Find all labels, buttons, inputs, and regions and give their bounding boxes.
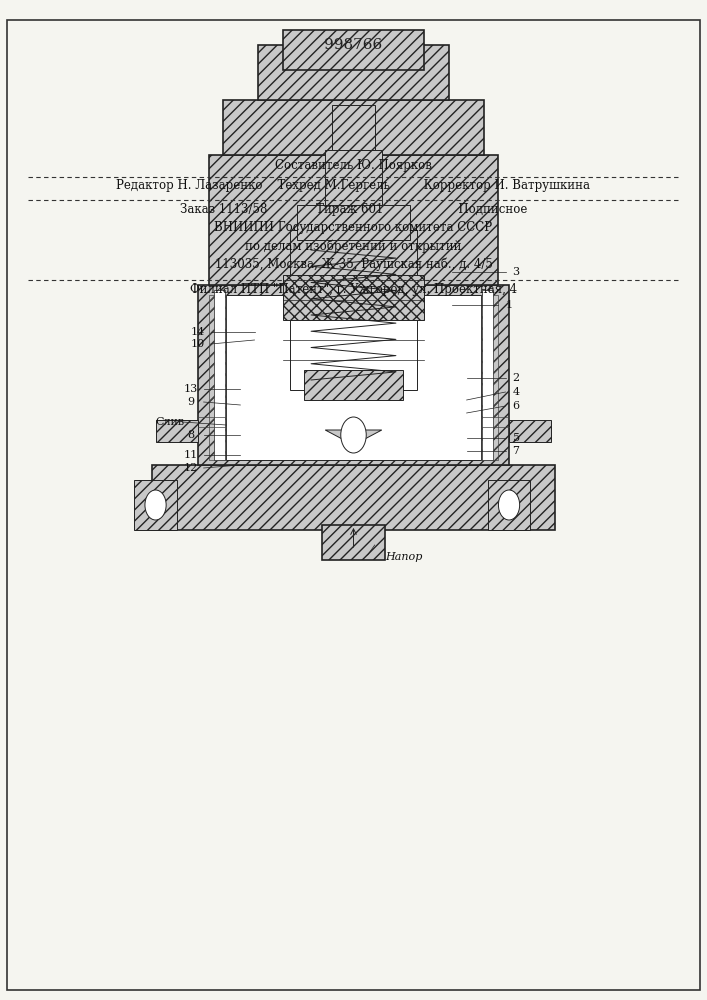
Bar bbox=[290, 230, 417, 390]
Text: по делам изобретений и открытий: по делам изобретений и открытий bbox=[245, 239, 462, 253]
Text: 3: 3 bbox=[513, 267, 520, 277]
Circle shape bbox=[145, 490, 166, 520]
Text: Напор: Напор bbox=[385, 552, 423, 562]
Text: 113035, Москва, Ж-35, Раушская наб., д. 4/5: 113035, Москва, Ж-35, Раушская наб., д. … bbox=[214, 257, 493, 271]
Text: ВНИИПИ Государственного комитета СССР: ВНИИПИ Государственного комитета СССР bbox=[214, 222, 493, 234]
Text: Редактор Н. Лазаренко    Техред М.Гергель         Корректор И. Ватрушкина: Редактор Н. Лазаренко Техред М.Гергель К… bbox=[117, 178, 590, 192]
Text: 8: 8 bbox=[187, 430, 194, 440]
Text: 11: 11 bbox=[184, 450, 198, 460]
Text: Слив: Слив bbox=[155, 417, 185, 427]
Bar bbox=[481, 295, 498, 460]
Bar bbox=[258, 45, 449, 100]
Bar bbox=[297, 205, 410, 240]
Bar bbox=[488, 480, 530, 530]
Text: 998766: 998766 bbox=[325, 38, 382, 52]
Bar bbox=[156, 420, 198, 442]
Bar bbox=[209, 295, 226, 460]
Text: 2: 2 bbox=[513, 373, 520, 383]
Bar bbox=[226, 295, 481, 460]
Polygon shape bbox=[325, 430, 382, 445]
Bar bbox=[325, 150, 382, 205]
Bar bbox=[214, 290, 225, 460]
Text: 13: 13 bbox=[184, 384, 198, 394]
Text: Составитель Ю. Поярков: Составитель Ю. Поярков bbox=[275, 158, 432, 172]
Circle shape bbox=[341, 417, 366, 453]
Text: 6: 6 bbox=[513, 401, 520, 411]
Bar bbox=[223, 100, 484, 155]
Bar bbox=[283, 275, 424, 320]
Bar bbox=[198, 285, 509, 465]
Bar bbox=[152, 465, 555, 530]
Text: 4: 4 bbox=[513, 387, 520, 397]
Bar bbox=[134, 480, 177, 530]
Text: 1: 1 bbox=[506, 300, 513, 310]
Bar bbox=[283, 30, 424, 70]
Circle shape bbox=[498, 490, 520, 520]
Text: 10: 10 bbox=[191, 339, 205, 349]
Text: Заказ 1113/58             Тираж 601                    Подписное: Заказ 1113/58 Тираж 601 Подписное bbox=[180, 204, 527, 217]
Text: 12: 12 bbox=[184, 463, 198, 473]
Bar bbox=[209, 155, 498, 285]
Bar bbox=[332, 105, 375, 150]
Bar bbox=[304, 370, 403, 400]
Bar bbox=[509, 420, 551, 442]
Bar bbox=[482, 290, 493, 460]
Bar bbox=[322, 525, 385, 560]
Text: 5: 5 bbox=[513, 433, 520, 443]
Text: Филиал ПТП "Патент", г. Ужгород, ул. Проектная, 4: Филиал ПТП "Патент", г. Ужгород, ул. Про… bbox=[190, 284, 517, 296]
Text: 9: 9 bbox=[187, 397, 194, 407]
Text: 7: 7 bbox=[513, 446, 520, 456]
Text: 14: 14 bbox=[191, 327, 205, 337]
